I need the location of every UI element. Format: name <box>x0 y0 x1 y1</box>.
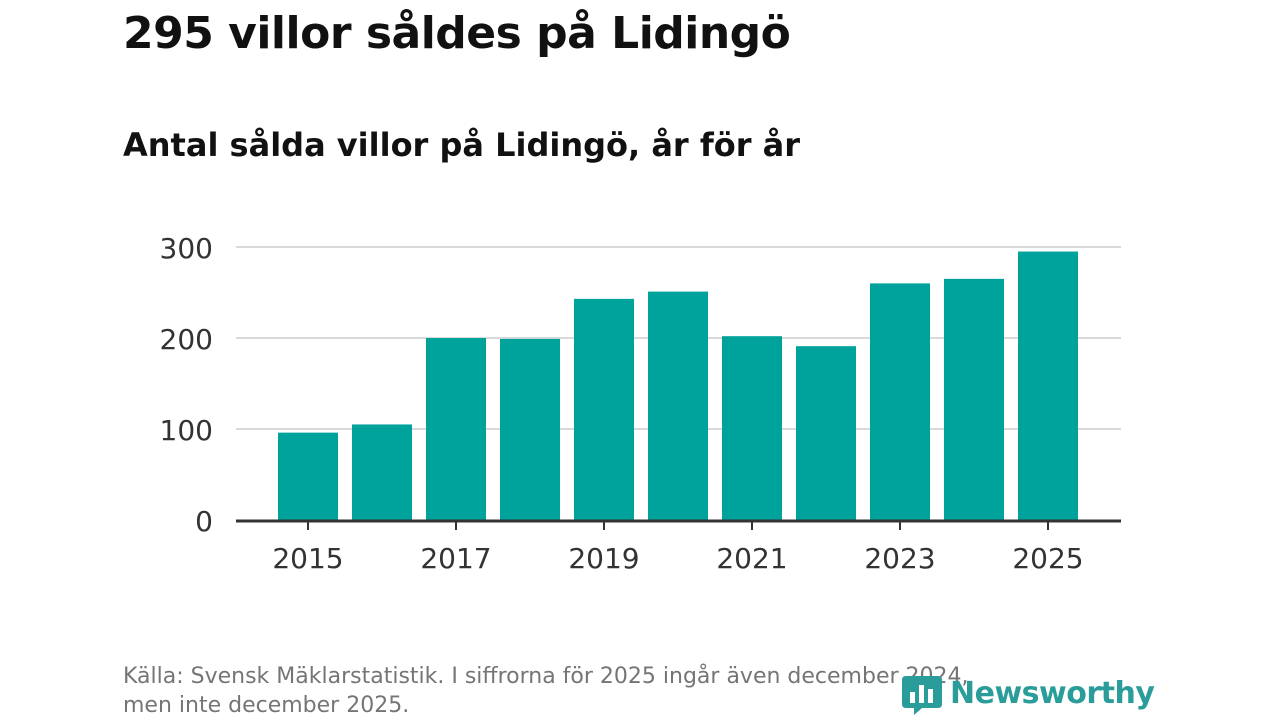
x-tick-label: 2025 <box>1012 542 1083 575</box>
bar-2025 <box>1018 251 1078 521</box>
x-tick-label: 2021 <box>716 542 787 575</box>
bar-2021 <box>722 336 782 520</box>
brand-logo: Newsworthy <box>902 668 1155 718</box>
x-tick-label: 2019 <box>568 542 639 575</box>
x-tick-label: 2015 <box>272 542 343 575</box>
x-tick-label: 2023 <box>864 542 935 575</box>
x-tick-label: 2017 <box>420 542 491 575</box>
chart-subtitle: Antal sålda villor på Lidingö, år för år <box>123 126 801 164</box>
y-tick-label: 0 <box>195 505 213 538</box>
source-line-1: Källa: Svensk Mäklarstatistik. I siffror… <box>123 664 969 689</box>
bar-2024 <box>944 278 1004 520</box>
source-note: Källa: Svensk Mäklarstatistik. I siffror… <box>123 662 1123 720</box>
brand-name: Newsworthy <box>950 675 1155 711</box>
y-tick-label: 300 <box>160 232 213 265</box>
bar-2022 <box>796 346 856 520</box>
bar-chart-icon <box>902 676 942 715</box>
bar-2015 <box>278 432 338 520</box>
source-line-2: men inte december 2025. <box>123 693 410 718</box>
y-tick-label: 100 <box>160 414 213 447</box>
bar-2023 <box>870 283 930 520</box>
y-tick-label: 200 <box>160 323 213 356</box>
bar-2016 <box>352 424 412 520</box>
bar-2020 <box>648 291 708 520</box>
bar-2018 <box>500 338 560 520</box>
chart-title: 295 villor såldes på Lidingö <box>123 8 791 59</box>
bar-2017 <box>426 338 486 520</box>
bar-2019 <box>574 298 634 520</box>
